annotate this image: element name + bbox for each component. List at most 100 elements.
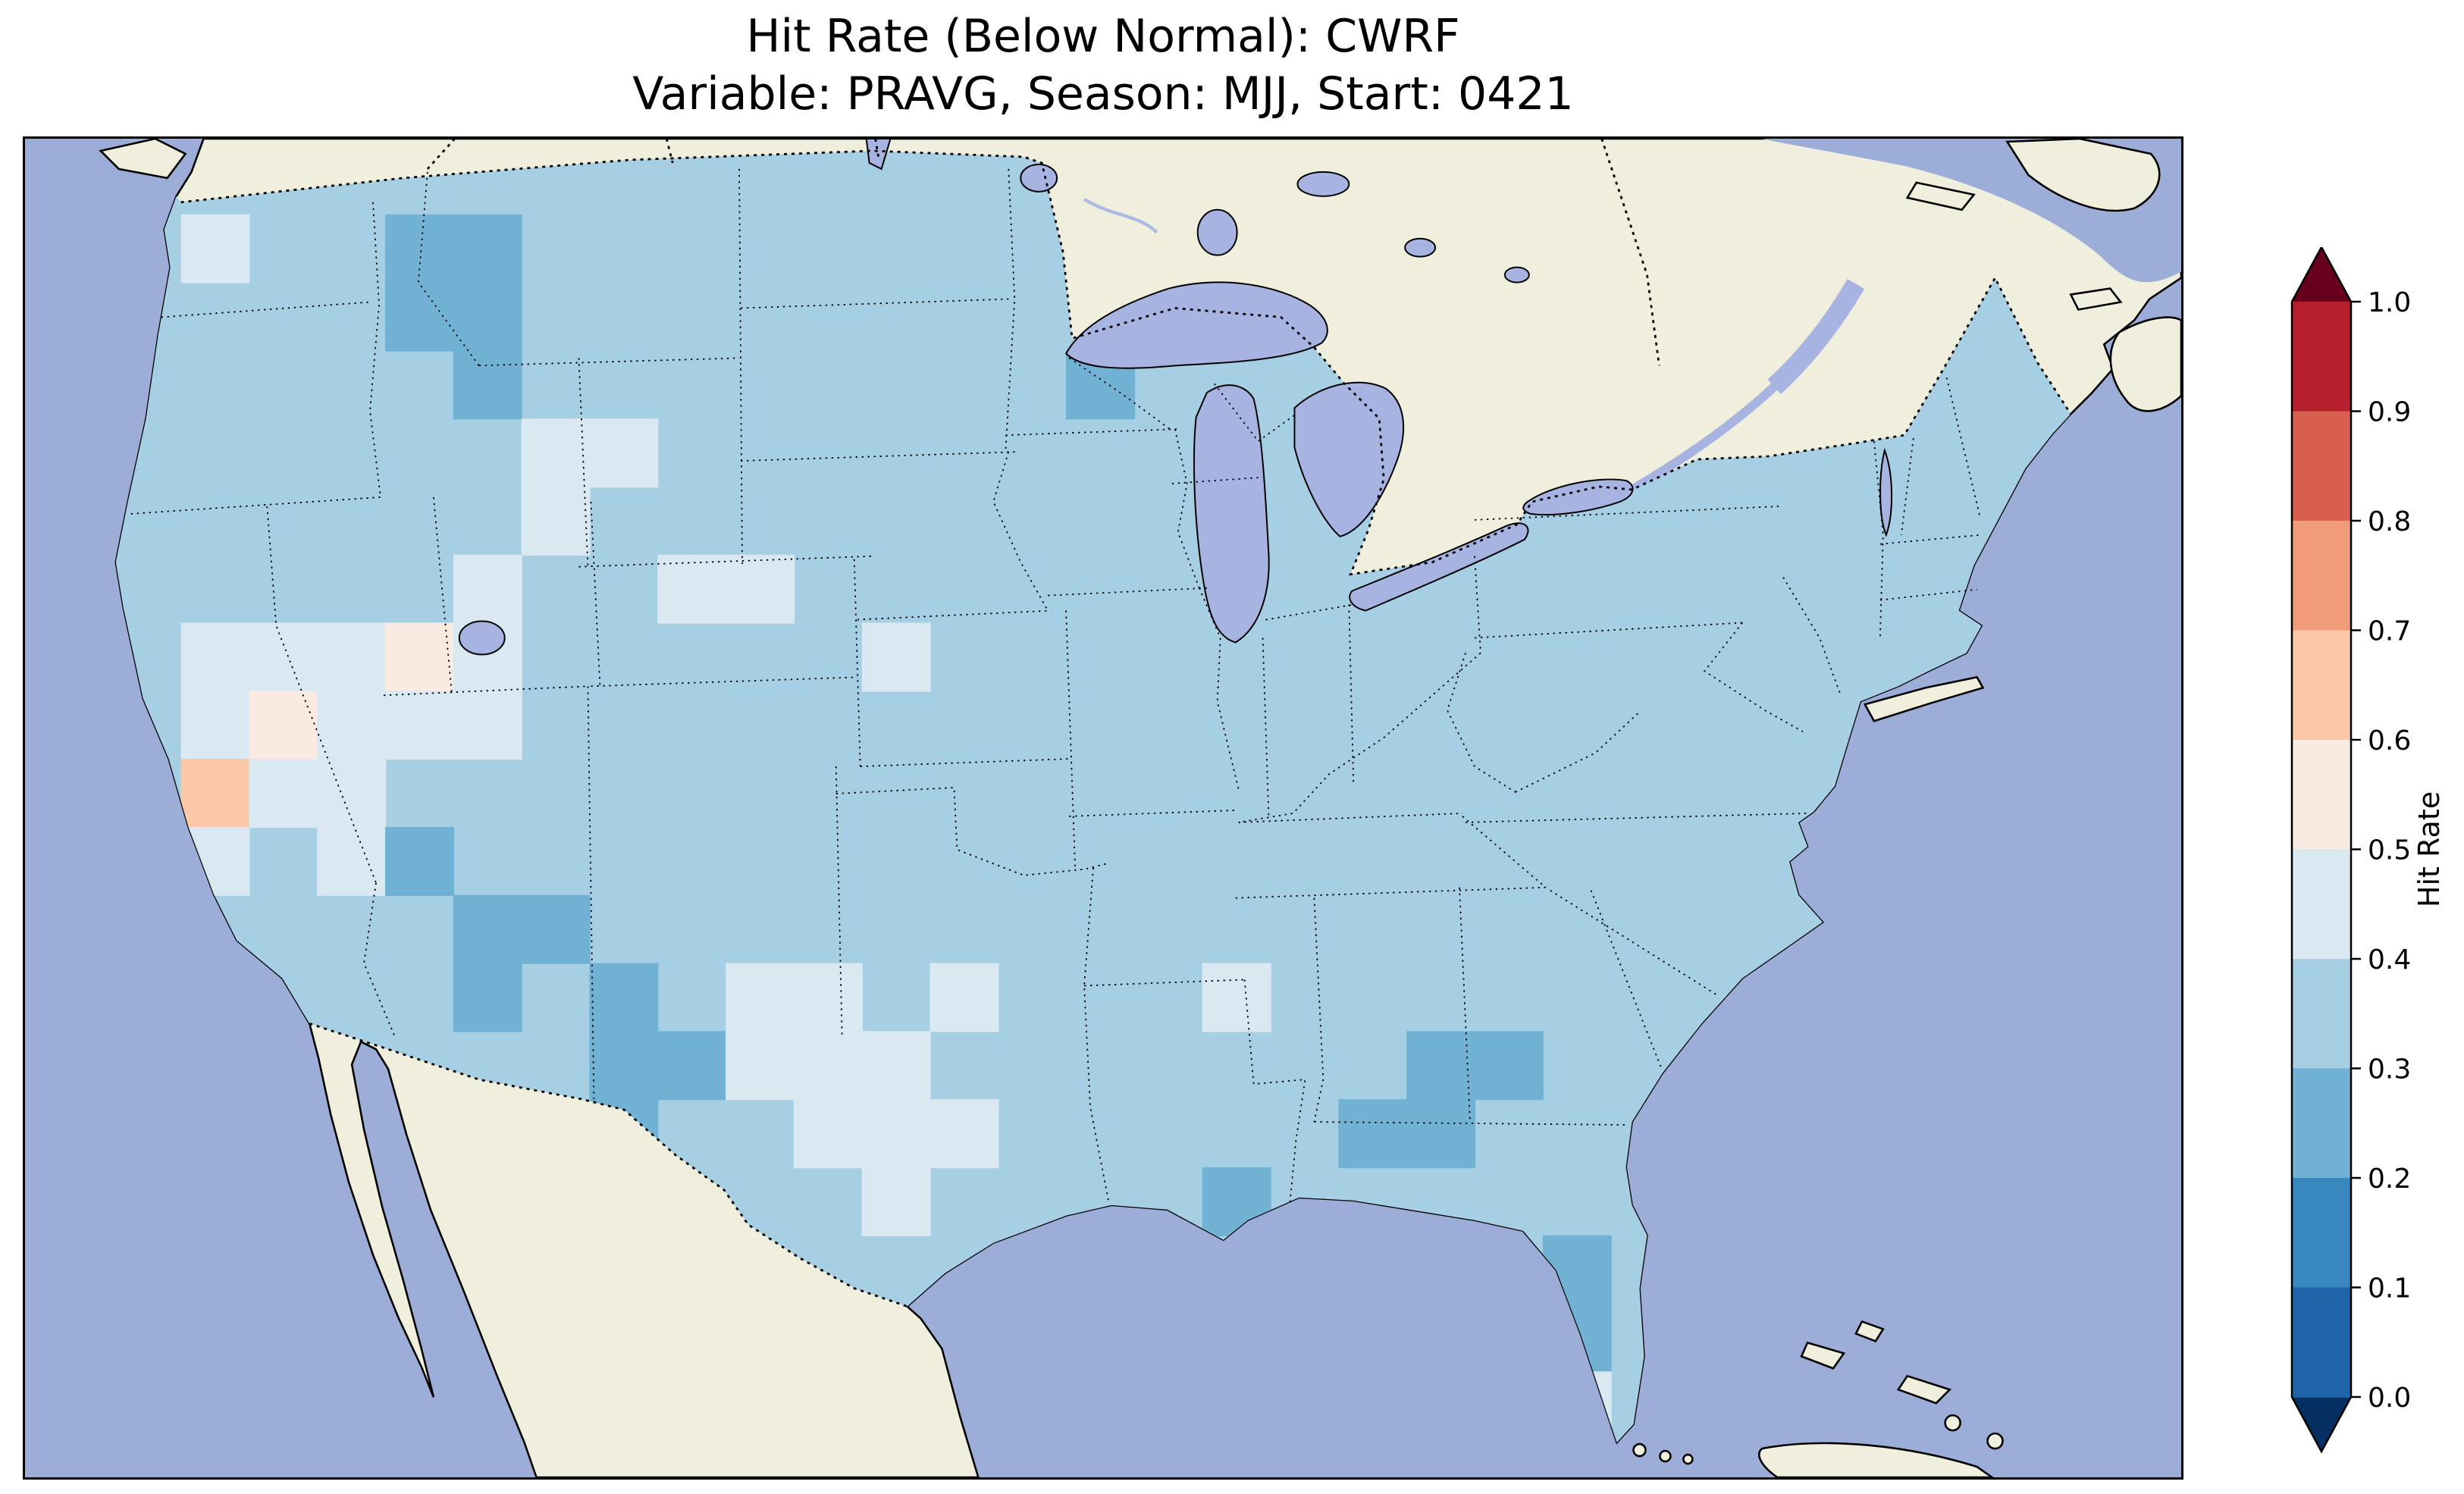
- lake-huron: [1293, 381, 1405, 537]
- colorbar-segment: [2292, 849, 2351, 960]
- colorbar-tick-label: 0.2: [2368, 1164, 2411, 1195]
- colorbar-tick-label: 1.0: [2368, 287, 2411, 318]
- state-border-line: [591, 676, 857, 687]
- hit-rate-cell: [317, 826, 387, 896]
- hit-rate-cell: [453, 214, 522, 283]
- state-border-line: [1265, 603, 1354, 621]
- colorbar-segment: [2292, 521, 2351, 631]
- state-border-line: [1313, 897, 1324, 1123]
- hit-rate-cell: [929, 1099, 999, 1169]
- national-borders: [180, 139, 2072, 1308]
- state-border-line: [740, 298, 1009, 309]
- hit-rate-cell: [861, 1167, 931, 1236]
- hit-rate-cell: [589, 418, 659, 488]
- hit-rate-cell: [317, 759, 387, 828]
- colorbar-tick-label: 0.3: [2368, 1054, 2411, 1085]
- state-border-line: [835, 787, 1109, 876]
- bahamas-island: [1854, 1320, 1885, 1343]
- long-island: [1863, 675, 1985, 722]
- state-border-line: [1238, 813, 1463, 823]
- hit-rate-cell: [1406, 1031, 1476, 1101]
- state-border-line: [266, 506, 377, 884]
- state-border-line: [1348, 604, 1355, 787]
- figure-title: Hit Rate (Below Normal): CWRF: [746, 10, 1460, 63]
- colorbar-segment: [2292, 630, 2351, 741]
- state-border-line: [383, 685, 588, 697]
- state-border-line: [860, 758, 1070, 768]
- state-border-line: [1474, 556, 1481, 653]
- state-border-line: [1900, 437, 1914, 535]
- hit-rate-cell: [180, 622, 250, 692]
- state-border-line: [1879, 588, 1977, 601]
- hit-rate-cell: [861, 1031, 931, 1101]
- st-lawrence-estuary: [1767, 279, 1865, 394]
- hit-rate-cell: [793, 1031, 863, 1101]
- state-border-line: [1005, 428, 1178, 437]
- hit-rate-cell: [384, 282, 455, 352]
- lake-michigan: [1193, 384, 1270, 644]
- state-border-line: [992, 451, 1049, 612]
- national-border-line: [180, 149, 2072, 576]
- lake-champlain: [1879, 447, 1893, 537]
- florida-keys: [1659, 1449, 1672, 1463]
- state-border-line: [590, 501, 601, 687]
- colorbar: 1.0 0.9 0.8 0.7 0.6 0.5 0.4 0.3 0.2 0.1 0.0 Hit Ra…: [2290, 247, 2446, 1454]
- state-border-line: [1465, 813, 1808, 823]
- lake-superior: [1064, 281, 1328, 369]
- nova-scotia: [2109, 316, 2181, 412]
- national-border-line: [309, 1023, 908, 1308]
- colorbar-tick-label: 0.4: [2368, 944, 2411, 976]
- canada-lake: [1404, 237, 1437, 258]
- lake-of-the-woods: [1020, 163, 1058, 193]
- colorbar-extend-min: [2292, 1397, 2351, 1452]
- newfoundland-island: [2005, 139, 2161, 212]
- colorbar-segment: [2292, 1178, 2351, 1289]
- bahamas-island: [1944, 1414, 1961, 1432]
- hit-rate-cell: [793, 963, 863, 1032]
- state-borders: [130, 168, 1981, 1202]
- hit-rate-cell: [317, 691, 387, 760]
- state-border-line: [1262, 637, 1270, 819]
- state-border-line: [1474, 622, 1743, 639]
- colorbar-tick-label: 0.9: [2368, 397, 2411, 428]
- hit-rate-cell: [861, 622, 931, 692]
- hit-rate-cell: [384, 214, 455, 283]
- state-border-line: [478, 357, 740, 367]
- hit-rate-cell: [657, 554, 727, 624]
- colorbar-tick-label: 0.5: [2368, 835, 2411, 866]
- state-border-line: [857, 609, 1052, 621]
- hit-rate-cell: [453, 963, 522, 1032]
- hit-rate-cell: [726, 963, 795, 1032]
- hit-rate-cell: [384, 622, 455, 692]
- state-border-line: [740, 451, 1018, 462]
- hit-rate-cell: [1202, 963, 1271, 1032]
- canada-lake: [1503, 266, 1530, 283]
- colorbar-segment: [2292, 1287, 2351, 1398]
- national-border-line: [1600, 139, 1660, 366]
- state-border-line: [1198, 587, 1240, 790]
- hit-rate-cell: [453, 894, 522, 964]
- hit-rate-cell: [793, 1099, 863, 1169]
- state-border-line: [1314, 1121, 1629, 1126]
- hit-rate-cell: [453, 350, 522, 420]
- hit-rate-cell: [180, 691, 250, 760]
- hit-rate-cell: [453, 691, 522, 760]
- lakes-group: [458, 139, 1893, 656]
- state-border-line: [1213, 383, 1296, 443]
- hit-rate-cell: [317, 622, 387, 692]
- hit-rate-cell: [521, 894, 591, 964]
- hit-rate-cell: [726, 554, 795, 624]
- hit-rate-cell: [589, 1031, 659, 1101]
- state-border-line: [1065, 610, 1076, 868]
- state-border-line: [587, 686, 595, 1100]
- hit-rate-cell: [180, 214, 250, 283]
- vancouver-island: [99, 139, 187, 180]
- colorbar-tick-label: 0.8: [2368, 506, 2411, 537]
- lake-erie: [1349, 522, 1529, 612]
- colorbar-tick-label: 0.6: [2368, 725, 2411, 756]
- hit-rate-cell: [384, 691, 455, 760]
- hit-rate-cell: [453, 282, 522, 352]
- state-border-line: [578, 555, 873, 568]
- lake-nipigon: [1196, 208, 1238, 256]
- hit-rate-cell: [1338, 1099, 1408, 1169]
